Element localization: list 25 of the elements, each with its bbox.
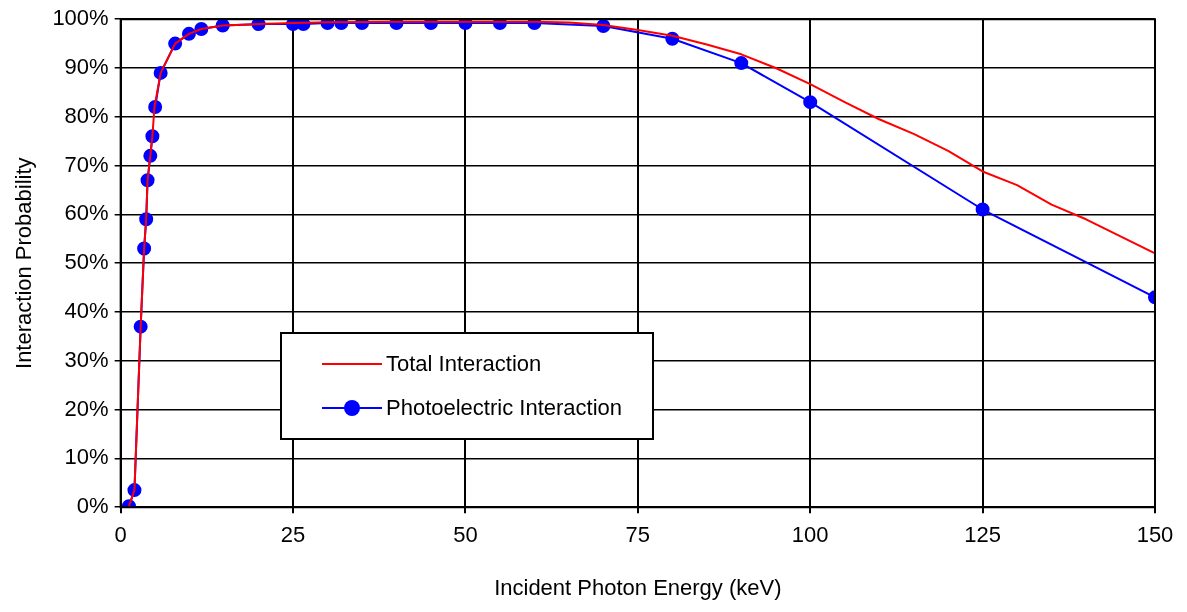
legend-label: Total Interaction xyxy=(386,351,542,377)
y-axis-title: Interaction Probability xyxy=(11,157,37,369)
y-tick-label: 50% xyxy=(64,249,109,275)
x-tick-label: 125 xyxy=(964,522,1001,548)
x-axis-title: Incident Photon Energy (keV) xyxy=(494,574,782,600)
x-tick-label: 25 xyxy=(280,522,306,548)
y-tick-label: 90% xyxy=(64,54,109,80)
legend-label: Photoelectric Interaction xyxy=(386,395,623,421)
point xyxy=(803,95,818,110)
x-tick-label: 150 xyxy=(1136,522,1174,548)
x-tick-label: 0 xyxy=(114,522,127,548)
x-tick-label: 75 xyxy=(625,522,651,548)
y-tick-label: 70% xyxy=(64,151,109,177)
y-tick-label: 100% xyxy=(52,5,109,31)
x-tick-label: 50 xyxy=(453,522,478,548)
point xyxy=(734,56,749,71)
x-tick-label: 100 xyxy=(791,522,829,548)
y-tick-label: 80% xyxy=(64,102,109,128)
y-tick-label: 40% xyxy=(64,298,109,324)
y-tick-label: 10% xyxy=(64,444,109,470)
point xyxy=(975,202,990,217)
y-tick-label: 0% xyxy=(76,493,109,519)
y-tick-label: 60% xyxy=(64,200,109,226)
y-tick-label: 30% xyxy=(64,346,109,372)
y-tick-label: 20% xyxy=(64,395,109,421)
